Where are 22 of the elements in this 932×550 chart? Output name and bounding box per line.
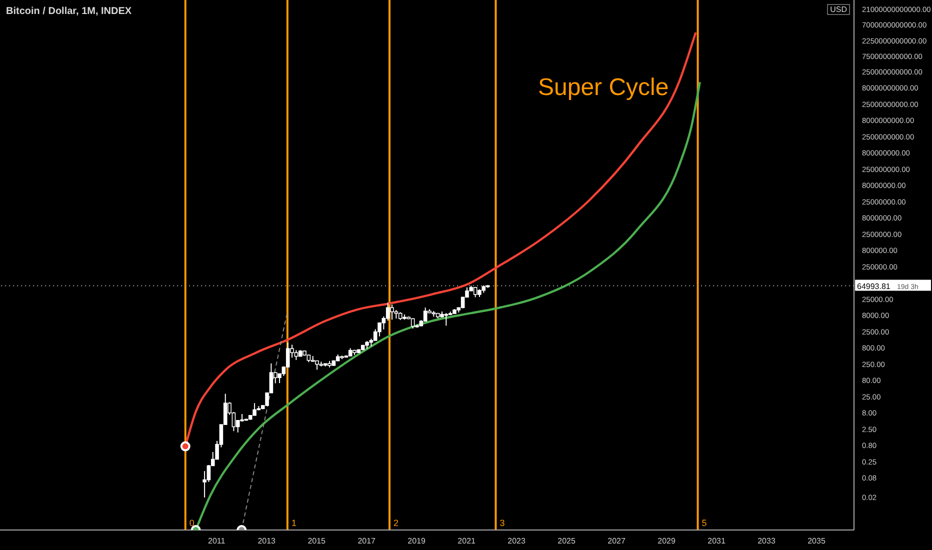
x-tick-label: 2027 bbox=[608, 536, 626, 546]
x-tick-label: 2015 bbox=[308, 536, 326, 546]
ref-line-label: 2 bbox=[394, 518, 399, 528]
x-tick-label: 2035 bbox=[808, 536, 826, 546]
text: Bitcoin / Dollar, 1M, INDEX bbox=[6, 6, 132, 17]
x-tick-label: 2023 bbox=[508, 536, 526, 546]
x-tick-label: 2011 bbox=[208, 536, 226, 546]
y-axis-title: USD bbox=[827, 4, 850, 15]
ref-line-label: 5 bbox=[702, 518, 707, 528]
x-tick-label: 2013 bbox=[258, 536, 276, 546]
ref-line-label: 3 bbox=[500, 518, 505, 528]
ref-line-label: 64993.81 bbox=[857, 282, 891, 291]
ref-line-label: 1 bbox=[291, 518, 296, 528]
ref-line-label: 0 bbox=[189, 518, 194, 528]
x-tick-label: 2019 bbox=[408, 536, 426, 546]
x-tick-label: 2029 bbox=[658, 536, 676, 546]
annotation: Super Cycle bbox=[538, 74, 669, 102]
x-tick-label: 2025 bbox=[558, 536, 576, 546]
x-tick-label: 2031 bbox=[708, 536, 726, 546]
x-tick-label: 2033 bbox=[758, 536, 776, 546]
x-tick-label: 2021 bbox=[458, 536, 476, 546]
x-tick-label: 2017 bbox=[358, 536, 376, 546]
